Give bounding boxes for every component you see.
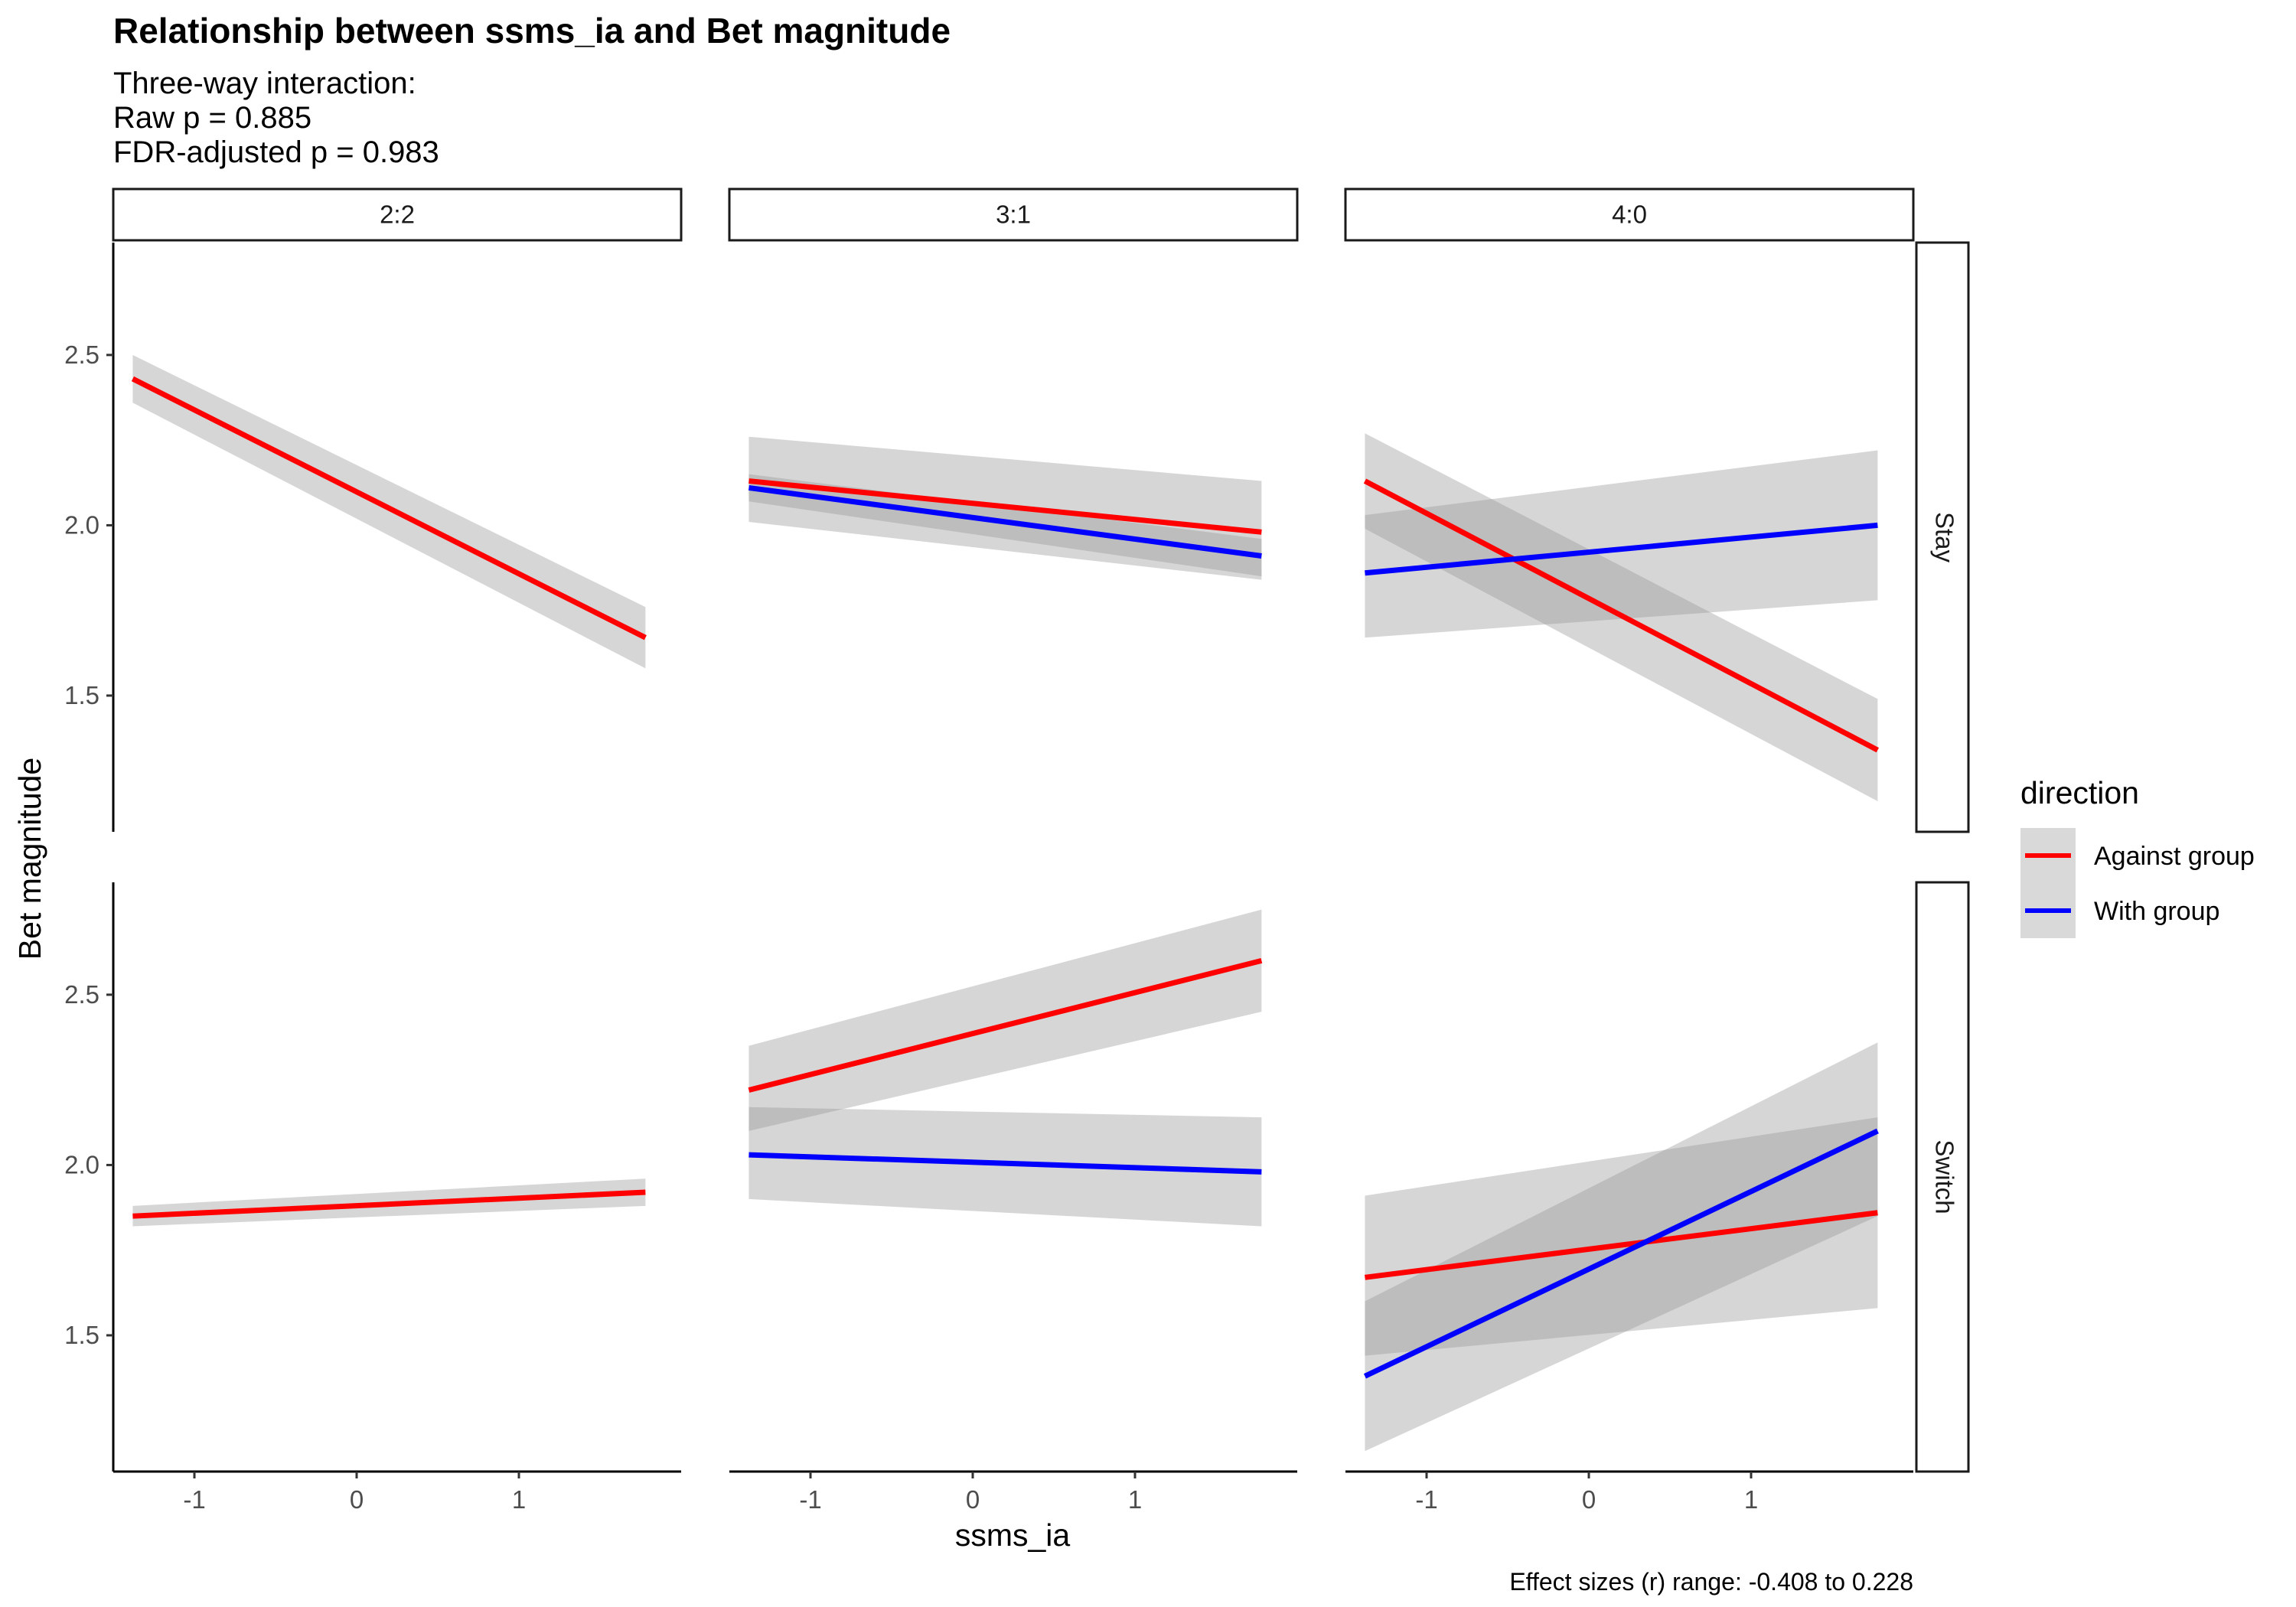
facet-strip-label-2-2: 2:2 xyxy=(380,200,415,229)
ci-ribbon-4-0-stay-with-group xyxy=(1365,450,1878,638)
x-tick-label: 1 xyxy=(1744,1485,1758,1514)
x-axis-title: ssms_ia xyxy=(955,1517,1071,1553)
facet-strip-switch xyxy=(1915,881,1970,1473)
y-tick-label: 1.5 xyxy=(64,681,99,709)
trend-line-4-0-stay-against-group xyxy=(1363,478,1879,753)
x-tick-label: 0 xyxy=(966,1485,980,1514)
trend-line-4-0-switch-with-group xyxy=(1363,1128,1879,1379)
trend-line-3-1-stay-against-group xyxy=(748,478,1262,535)
facet-strip-label-4-0: 4:0 xyxy=(1612,200,1647,229)
y-tick-label: 2.5 xyxy=(64,341,99,369)
chart-subtitle-line-1: Three-way interaction: xyxy=(113,67,416,100)
chart-subtitle-line-2: Raw p = 0.885 xyxy=(113,101,311,135)
trend-line-2-2-switch-against-group xyxy=(132,1189,646,1219)
trend-line-4-0-switch-against-group xyxy=(1365,1210,1878,1280)
facet-strip-label-3-1: 3:1 xyxy=(996,200,1031,229)
trend-line-3-1-switch-with-group xyxy=(748,1152,1262,1175)
ci-ribbon-3-1-switch-with-group xyxy=(748,1107,1262,1227)
trend-line-2-2-stay-against-group xyxy=(131,376,647,641)
panels-layer: 2:2 3:1 4:0 Stay Switch 1.5 2.0 2.5 1.5 2.0 2.5 -1 0… xyxy=(64,187,1970,1514)
y-tick-label: 1.5 xyxy=(64,1321,99,1349)
legend-title: direction xyxy=(2020,775,2139,810)
trend-line-4-0-stay-with-group xyxy=(1365,522,1878,576)
x-tick-label: 0 xyxy=(1582,1485,1596,1514)
ci-ribbon-3-1-stay-with-group xyxy=(748,474,1262,577)
y-axis-title: Bet magnitude xyxy=(12,758,47,960)
x-tick-label: 1 xyxy=(1128,1485,1142,1514)
chart-title: Relationship between ssms_ia and Bet mag… xyxy=(113,11,951,51)
x-tick-label: 0 xyxy=(350,1485,364,1514)
ci-ribbon-3-1-switch-against-group xyxy=(748,909,1262,1131)
x-tick-label: -1 xyxy=(1415,1485,1437,1514)
chart-subtitle-line-3: FDR-adjusted p = 0.983 xyxy=(113,135,439,169)
y-tick-label: 2.0 xyxy=(64,510,99,539)
ci-ribbon-4-0-switch-against-group xyxy=(1365,1117,1878,1356)
x-tick-label: -1 xyxy=(799,1485,821,1514)
facet-strip-2-2 xyxy=(112,187,683,242)
facet-strip-label-switch: Switch xyxy=(1930,1139,1958,1214)
legend-label-against-group: Against group xyxy=(2094,842,2255,871)
x-tick-label: -1 xyxy=(183,1485,205,1514)
facet-strip-label-stay: Stay xyxy=(1930,512,1958,563)
chart-caption: Effect sizes (r) range: -0.408 to 0.228 xyxy=(1509,1568,1913,1596)
facet-strip-3-1 xyxy=(728,187,1299,242)
legend-label-with-group: With group xyxy=(2094,897,2219,926)
trend-line-3-1-stay-with-group xyxy=(748,484,1262,559)
x-tick-label: 1 xyxy=(512,1485,526,1514)
trend-line-3-1-switch-against-group xyxy=(748,957,1263,1093)
ci-ribbon-2-2-stay-against-group xyxy=(132,354,646,669)
facet-strip-4-0 xyxy=(1344,187,1915,242)
facet-strip-stay xyxy=(1915,241,1970,833)
legend: direction Against group With group xyxy=(2020,775,2255,938)
y-tick-label: 2.5 xyxy=(64,980,99,1009)
y-tick-label: 2.0 xyxy=(64,1150,99,1178)
